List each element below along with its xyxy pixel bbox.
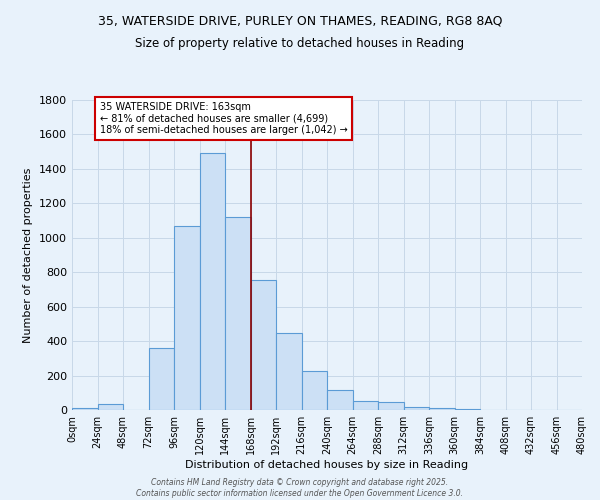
Bar: [378, 402, 404, 410]
Bar: [455, 409, 480, 410]
Bar: [353, 400, 378, 410]
Bar: [199, 154, 225, 410]
Text: 35 WATERSIDE DRIVE: 163sqm
← 81% of detached houses are smaller (4,699)
18% of s: 35 WATERSIDE DRIVE: 163sqm ← 81% of deta…: [100, 102, 347, 135]
Text: Contains HM Land Registry data © Crown copyright and database right 2025.
Contai: Contains HM Land Registry data © Crown c…: [137, 478, 464, 498]
Bar: [302, 371, 327, 410]
X-axis label: Distribution of detached houses by size in Reading: Distribution of detached houses by size …: [185, 460, 469, 469]
Bar: [149, 348, 174, 410]
Bar: [327, 390, 353, 410]
Bar: [429, 408, 455, 410]
Bar: [72, 408, 97, 410]
Text: 35, WATERSIDE DRIVE, PURLEY ON THAMES, READING, RG8 8AQ: 35, WATERSIDE DRIVE, PURLEY ON THAMES, R…: [98, 15, 502, 28]
Bar: [225, 217, 251, 410]
Bar: [97, 404, 123, 410]
Bar: [251, 280, 276, 410]
Bar: [276, 334, 302, 410]
Bar: [174, 226, 199, 410]
Y-axis label: Number of detached properties: Number of detached properties: [23, 168, 34, 342]
Text: Size of property relative to detached houses in Reading: Size of property relative to detached ho…: [136, 38, 464, 51]
Bar: [404, 406, 429, 410]
